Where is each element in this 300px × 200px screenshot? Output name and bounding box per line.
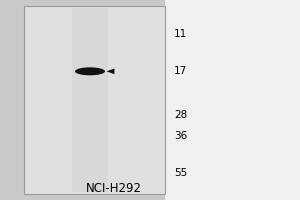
Text: 36: 36 xyxy=(174,131,187,141)
Text: 55: 55 xyxy=(174,168,187,178)
Text: 17: 17 xyxy=(174,66,187,76)
Text: NCI-H292: NCI-H292 xyxy=(86,182,142,194)
Bar xyxy=(24,6,165,194)
Bar xyxy=(72,8,108,192)
Text: 28: 28 xyxy=(174,110,187,120)
Polygon shape xyxy=(106,68,114,74)
Bar xyxy=(165,0,300,200)
Ellipse shape xyxy=(75,67,105,75)
Text: 11: 11 xyxy=(174,29,187,39)
